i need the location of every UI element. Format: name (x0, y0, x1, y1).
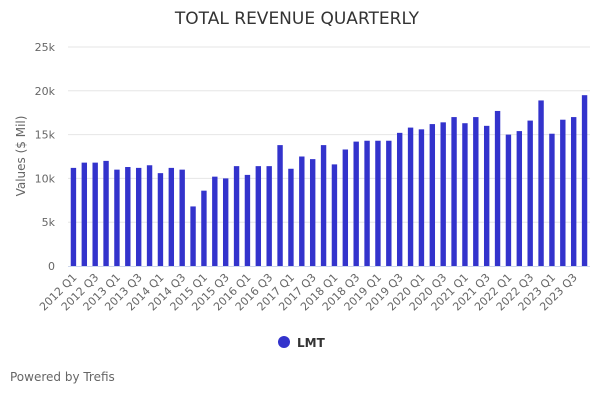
bar-2015-q3[interactable] (222, 178, 229, 266)
chart-title: TOTAL REVENUE QUARTERLY (174, 9, 420, 29)
bar-2013-q3[interactable] (135, 167, 142, 266)
legend[interactable]: LMT (278, 336, 326, 350)
bar-2022-q3[interactable] (527, 120, 533, 266)
bar-2017-q2[interactable] (299, 156, 305, 267)
bar-2014-q4[interactable] (190, 206, 196, 266)
bar-2019-q2[interactable] (386, 140, 392, 266)
grid-lines (68, 46, 590, 223)
bar-2017-q1[interactable] (288, 168, 294, 266)
y-tick-label: 15k (35, 129, 56, 142)
bar-2016-q1[interactable] (244, 174, 251, 266)
bar-2016-q2[interactable] (255, 166, 262, 266)
y-tick-label: 25k (35, 41, 56, 54)
bar-2012-q2[interactable] (81, 162, 88, 266)
bar-2018-q1[interactable] (331, 164, 338, 266)
bar-2023-q2[interactable] (560, 119, 566, 266)
bar-2023-q1[interactable] (549, 133, 555, 266)
bar-2014-q1[interactable] (157, 173, 164, 266)
bar-2013-q1[interactable] (114, 169, 120, 266)
bar-2016-q3[interactable] (266, 166, 272, 266)
bar-2015-q2[interactable] (212, 176, 218, 266)
bar-2021-q1[interactable] (462, 123, 468, 266)
bar-2018-q4[interactable] (364, 140, 370, 266)
y-tick-label: 20k (35, 85, 56, 98)
bar-2021-q4[interactable] (494, 110, 501, 266)
y-tick-label: 5k (42, 216, 56, 229)
bar-2020-q1[interactable] (418, 129, 425, 266)
legend-label-lmt[interactable]: LMT (297, 336, 326, 350)
bar-2020-q2[interactable] (429, 124, 436, 266)
legend-marker-lmt (278, 336, 290, 348)
bar-2013-q4[interactable] (146, 165, 153, 266)
bar-2018-q3[interactable] (353, 141, 359, 266)
bar-2014-q3[interactable] (179, 169, 185, 266)
bar-2019-q1[interactable] (375, 140, 381, 266)
bar-2017-q4[interactable] (320, 145, 327, 266)
bar-series-lmt (70, 95, 588, 267)
y-axis-label: Values ($ Mil) (14, 116, 28, 197)
bar-2012-q3[interactable] (92, 162, 98, 266)
bar-2021-q2[interactable] (473, 117, 479, 266)
bar-2014-q2[interactable] (168, 167, 175, 266)
y-tick-label: 10k (35, 172, 56, 185)
powered-by-credit[interactable]: Powered by Trefis (10, 370, 115, 384)
bar-2016-q4[interactable] (277, 145, 283, 266)
bar-2015-q4[interactable] (233, 166, 240, 266)
bar-2023-q4[interactable] (581, 95, 588, 267)
bar-2017-q3[interactable] (309, 159, 316, 266)
bar-2015-q1[interactable] (201, 190, 207, 266)
bar-2020-q4[interactable] (451, 117, 457, 266)
bar-2012-q1[interactable] (70, 167, 77, 266)
bar-2013-q2[interactable] (125, 167, 131, 266)
y-tick-label: 0 (48, 260, 55, 273)
y-axis-ticks: 0 5k 10k 15k 20k 25k (35, 41, 56, 273)
bar-2022-q4[interactable] (538, 100, 544, 266)
bar-2019-q4[interactable] (407, 127, 414, 266)
bar-2021-q3[interactable] (483, 125, 490, 266)
bar-2020-q3[interactable] (440, 122, 446, 266)
bar-2022-q1[interactable] (505, 134, 512, 266)
bar-2018-q2[interactable] (342, 149, 349, 266)
bar-2012-q4[interactable] (103, 160, 109, 266)
bar-2019-q3[interactable] (396, 132, 403, 266)
bar-2023-q3[interactable] (570, 117, 577, 266)
bar-2022-q2[interactable] (516, 131, 523, 266)
